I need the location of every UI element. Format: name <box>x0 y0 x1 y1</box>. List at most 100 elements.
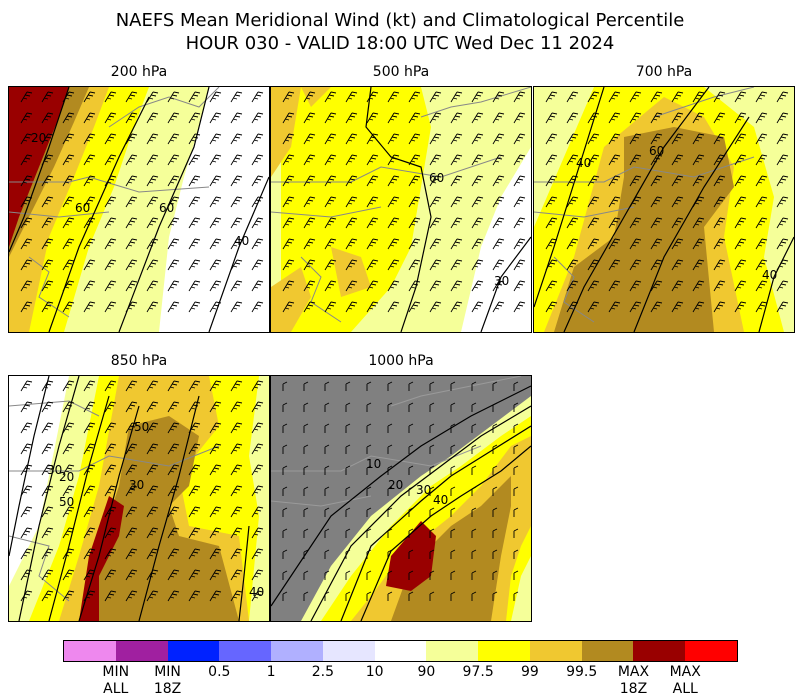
wind-barb <box>566 301 579 313</box>
wind-barb <box>125 548 138 560</box>
wind-barb <box>188 527 201 539</box>
wind-barb <box>366 423 372 433</box>
wind-barb <box>513 217 526 229</box>
wind-barb <box>146 154 159 166</box>
wind-barb <box>230 91 243 103</box>
wind-barb <box>366 381 372 391</box>
wind-barb <box>755 175 768 187</box>
map-panel-200hpa: 20 60 60 40 <box>8 86 270 333</box>
wind-barb <box>146 590 159 602</box>
wind-barb <box>471 238 484 250</box>
wind-barb <box>713 112 726 124</box>
wind-barb <box>20 506 33 518</box>
wind-barb <box>366 549 372 559</box>
wind-barb <box>692 196 705 208</box>
contour-label: 30 <box>47 463 62 477</box>
wind-barb <box>230 301 243 313</box>
wind-barb <box>429 507 435 517</box>
contour-label: 40 <box>762 268 777 282</box>
wind-barb <box>545 196 558 208</box>
wind-barb <box>513 238 526 250</box>
wind-barb <box>251 548 264 560</box>
wind-barb <box>62 112 75 124</box>
wind-barb <box>146 464 159 476</box>
wind-barb <box>167 464 180 476</box>
wind-barb <box>471 591 477 601</box>
wind-barb <box>188 506 201 518</box>
wind-barb <box>755 301 768 313</box>
colorbar-tick-label: 90 <box>417 664 436 680</box>
wind-barb <box>20 196 33 208</box>
wind-barb <box>324 196 337 208</box>
wind-barb <box>125 112 138 124</box>
wind-barb <box>104 401 117 413</box>
wind-barb <box>450 280 463 292</box>
wind-barb <box>408 280 421 292</box>
wind-barb <box>513 91 526 103</box>
wind-barb <box>62 154 75 166</box>
wind-barb <box>492 591 498 601</box>
wind-barb <box>188 401 201 413</box>
wind-barb <box>230 280 243 292</box>
wind-barb <box>125 506 138 518</box>
wind-barb <box>83 154 96 166</box>
wind-barb <box>429 217 442 229</box>
colorbar-tick-label: 0.5 <box>208 664 231 680</box>
wind-barb <box>303 507 309 517</box>
wind-barb <box>41 380 54 392</box>
wind-barb <box>429 591 435 601</box>
wind-barb <box>167 91 180 103</box>
wind-barb <box>492 423 498 433</box>
wind-barb <box>324 465 330 475</box>
wind-barb <box>20 259 33 271</box>
wind-barb <box>282 154 295 166</box>
wind-barb <box>146 196 159 208</box>
wind-barb <box>146 506 159 518</box>
wind-barb <box>62 506 75 518</box>
wind-barb <box>104 380 117 392</box>
wind-barb <box>324 423 330 433</box>
panel-title-200: 200 hPa <box>110 64 168 80</box>
wind-barb <box>209 112 222 124</box>
wind-barb <box>492 444 498 454</box>
wind-barb <box>20 527 33 539</box>
wind-barb <box>167 196 180 208</box>
wind-barb <box>366 217 379 229</box>
wind-barb <box>513 591 519 601</box>
wind-barb <box>83 527 96 539</box>
wind-barb <box>345 238 358 250</box>
wind-barb <box>20 569 33 581</box>
wind-barb <box>366 444 372 454</box>
wind-barb <box>450 570 456 580</box>
wind-barb <box>83 548 96 560</box>
wind-barb <box>303 423 309 433</box>
wind-barb <box>713 91 726 103</box>
wind-barb <box>345 528 351 538</box>
wind-barb <box>209 280 222 292</box>
wind-barb <box>104 590 117 602</box>
colorbar-tick-label: 99.5 <box>566 664 598 680</box>
wind-barb <box>608 133 621 145</box>
colorbar-swatch <box>581 641 634 661</box>
wind-barb <box>282 423 288 433</box>
wind-barb <box>345 196 358 208</box>
wind-barb <box>692 280 705 292</box>
wind-barb <box>545 133 558 145</box>
wind-barb <box>387 133 400 145</box>
wind-barb <box>513 196 526 208</box>
wind-barb <box>755 154 768 166</box>
wind-barb <box>251 196 264 208</box>
wind-barb <box>513 402 519 412</box>
wind-barb <box>251 590 264 602</box>
wind-barb <box>345 465 351 475</box>
wind-barb <box>408 402 414 412</box>
wind-barb <box>366 591 372 601</box>
wind-barb <box>282 133 295 145</box>
wind-barb <box>167 112 180 124</box>
wind-barb <box>471 549 477 559</box>
wind-barb <box>251 464 264 476</box>
wind-barb <box>20 380 33 392</box>
wind-barb <box>125 217 138 229</box>
wind-barb <box>471 486 477 496</box>
wind-barb <box>671 259 684 271</box>
